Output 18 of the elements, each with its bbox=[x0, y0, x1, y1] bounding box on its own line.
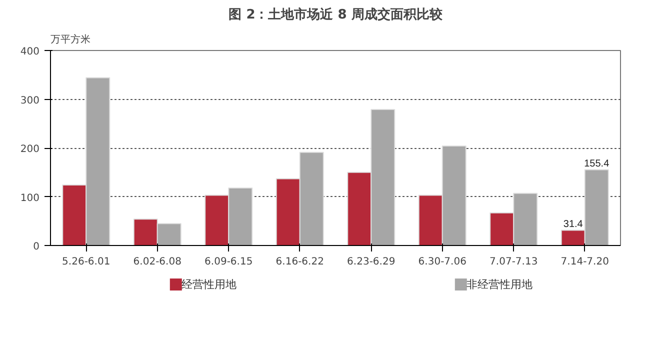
x-tick-label: 6.16-6.22 bbox=[276, 256, 324, 268]
chart-title: 图 2：土地市场近 8 周成交面积比较 bbox=[228, 6, 444, 22]
data-label: 31.4 bbox=[563, 219, 584, 230]
x-tick-label: 6.09-6.15 bbox=[204, 256, 253, 268]
y-tick-label: 300 bbox=[20, 95, 40, 106]
y-tick-label: 0 bbox=[33, 242, 40, 252]
data-label: 155.4 bbox=[584, 158, 610, 170]
x-tick-label: 6.23-6.29 bbox=[347, 256, 396, 268]
x-tick-label: 7.07-7.13 bbox=[490, 256, 538, 268]
y-tick-label: 200 bbox=[20, 144, 40, 155]
legend-label: 非经营性用地 bbox=[466, 278, 533, 291]
y-axis-title: 万平方米 bbox=[50, 34, 90, 46]
x-tick-label: 7.14-7.20 bbox=[560, 256, 609, 268]
x-tick-label: 6.30-7.06 bbox=[418, 256, 466, 268]
x-tick-label: 6.02-6.08 bbox=[133, 256, 182, 268]
y-tick-label: 100 bbox=[20, 192, 40, 204]
x-tick-label: 5.26-6.01 bbox=[62, 256, 110, 268]
y-tick-label: 400 bbox=[20, 46, 40, 58]
